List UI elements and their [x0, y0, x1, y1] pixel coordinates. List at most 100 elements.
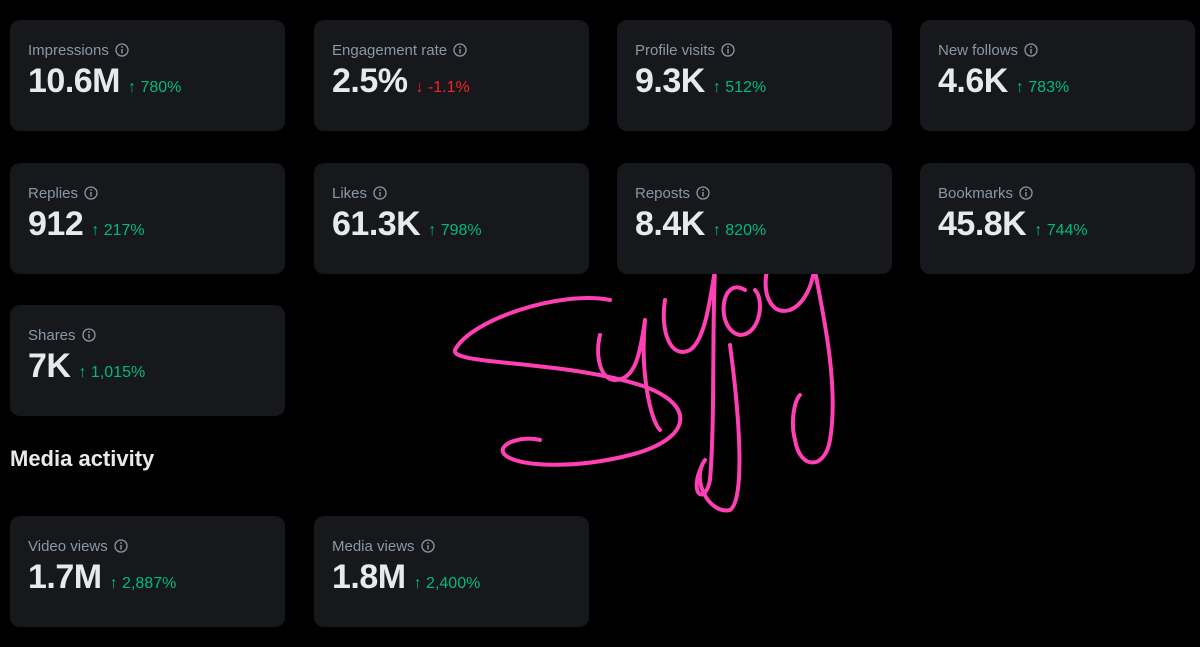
metric-label-row: Engagement rate — [332, 40, 571, 60]
metric-label-row: Shares — [28, 325, 267, 345]
change-value: 783% — [1028, 79, 1070, 96]
metric-label: New follows — [938, 41, 1019, 59]
trend-arrow: ↑ — [712, 222, 726, 239]
change-value: -1.1% — [427, 79, 470, 96]
metric-change: ↑ 783% — [1016, 79, 1069, 97]
metric-change: ↓ -1.1% — [416, 79, 470, 97]
metric-value: 61.3K — [332, 205, 421, 243]
metric-row: 8.4K ↑ 820% — [635, 205, 874, 244]
metric-card: Shares 7K ↑ 1,015% — [10, 305, 285, 416]
change-value: 820% — [725, 222, 767, 239]
trend-arrow: ↑ — [91, 222, 104, 239]
metric-value: 7K — [28, 347, 71, 385]
metric-value: 10.6M — [28, 62, 121, 100]
info-icon[interactable] — [721, 43, 735, 57]
metric-card: Media views 1.8M ↑ 2,400% — [314, 516, 589, 627]
trend-arrow: ↓ — [415, 79, 428, 96]
metric-label: Shares — [28, 326, 76, 344]
metric-label: Impressions — [28, 41, 109, 59]
metric-label: Profile visits — [635, 41, 716, 59]
metric-value: 912 — [28, 205, 84, 243]
metric-label-row: Video views — [28, 536, 267, 556]
metric-change: ↑ 512% — [713, 79, 766, 97]
metric-change: ↑ 2,887% — [110, 575, 177, 593]
metric-label-row: Impressions — [28, 40, 267, 60]
trend-arrow: ↑ — [428, 222, 441, 239]
metric-row: 912 ↑ 217% — [28, 205, 267, 244]
metric-card: Likes 61.3K ↑ 798% — [314, 163, 589, 274]
info-icon[interactable] — [373, 186, 387, 200]
info-icon[interactable] — [1019, 186, 1033, 200]
metric-change: ↑ 1,015% — [78, 364, 145, 382]
metric-change: ↑ 798% — [428, 222, 481, 240]
metric-value: 9.3K — [635, 62, 705, 100]
metric-label: Replies — [28, 184, 79, 202]
metric-card: Video views 1.7M ↑ 2,887% — [10, 516, 285, 627]
trend-arrow: ↑ — [712, 79, 726, 96]
metric-row: 45.8K ↑ 744% — [938, 205, 1177, 244]
change-value: 2,400% — [426, 575, 481, 592]
metric-label: Video views — [28, 537, 108, 555]
metric-card: Engagement rate 2.5% ↓ -1.1% — [314, 20, 589, 131]
metric-card: Reposts 8.4K ↑ 820% — [617, 163, 892, 274]
metric-change: ↑ 2,400% — [414, 575, 481, 593]
metric-label: Reposts — [635, 184, 691, 202]
metric-row: 9.3K ↑ 512% — [635, 62, 874, 101]
metric-label-row: Media views — [332, 536, 571, 556]
metric-row: 61.3K ↑ 798% — [332, 205, 571, 244]
metric-card: Replies 912 ↑ 217% — [10, 163, 285, 274]
trend-arrow: ↑ — [78, 364, 91, 381]
metric-value: 4.6K — [938, 62, 1008, 100]
metric-value: 45.8K — [938, 205, 1027, 243]
info-icon[interactable] — [115, 43, 129, 57]
info-icon[interactable] — [1024, 43, 1038, 57]
metric-card: Bookmarks 45.8K ↑ 744% — [920, 163, 1195, 274]
metric-label: Engagement rate — [332, 41, 448, 59]
change-value: 217% — [103, 222, 145, 239]
metric-label-row: New follows — [938, 40, 1177, 60]
metric-change: ↑ 780% — [128, 79, 181, 97]
trend-arrow: ↑ — [1034, 222, 1047, 239]
info-icon[interactable] — [81, 328, 96, 342]
metric-label-row: Profile visits — [635, 40, 874, 60]
metric-label: Likes — [332, 184, 368, 202]
info-icon[interactable] — [114, 539, 128, 553]
metric-value: 2.5% — [332, 62, 408, 100]
metric-label-row: Likes — [332, 183, 571, 203]
metric-card: New follows 4.6K ↑ 783% — [920, 20, 1195, 131]
metric-row: 10.6M ↑ 780% — [28, 62, 267, 101]
metric-label-row: Replies — [28, 183, 267, 203]
trend-arrow: ↑ — [1015, 79, 1029, 96]
section-heading: Media activity — [10, 446, 155, 471]
info-icon[interactable] — [420, 539, 435, 553]
trend-arrow: ↑ — [128, 79, 141, 96]
metric-change: ↑ 820% — [713, 222, 766, 240]
metric-row: 2.5% ↓ -1.1% — [332, 62, 571, 101]
metric-value: 1.8M — [332, 558, 406, 596]
metric-label-row: Bookmarks — [938, 183, 1177, 203]
metric-card: Impressions 10.6M ↑ 780% — [10, 20, 285, 131]
change-value: 780% — [140, 79, 182, 96]
metric-value: 8.4K — [635, 205, 705, 243]
metric-label: Bookmarks — [938, 184, 1014, 202]
metric-row: 1.8M ↑ 2,400% — [332, 558, 571, 597]
change-value: 1,015% — [90, 364, 146, 381]
change-value: 2,887% — [122, 575, 177, 592]
info-icon[interactable] — [84, 186, 98, 200]
trend-arrow: ↑ — [109, 575, 123, 592]
metric-row: 4.6K ↑ 783% — [938, 62, 1177, 101]
change-value: 744% — [1046, 222, 1088, 239]
info-icon[interactable] — [453, 43, 467, 57]
metric-row: 7K ↑ 1,015% — [28, 347, 267, 386]
trend-arrow: ↑ — [413, 575, 427, 592]
change-value: 512% — [725, 79, 767, 96]
metric-change: ↑ 217% — [91, 222, 144, 240]
info-icon[interactable] — [696, 186, 710, 200]
metric-change: ↑ 744% — [1034, 222, 1087, 240]
metric-row: 1.7M ↑ 2,887% — [28, 558, 267, 597]
metric-label: Media views — [332, 537, 415, 555]
metric-value: 1.7M — [28, 558, 102, 596]
change-value: 798% — [440, 222, 482, 239]
metric-label-row: Reposts — [635, 183, 874, 203]
